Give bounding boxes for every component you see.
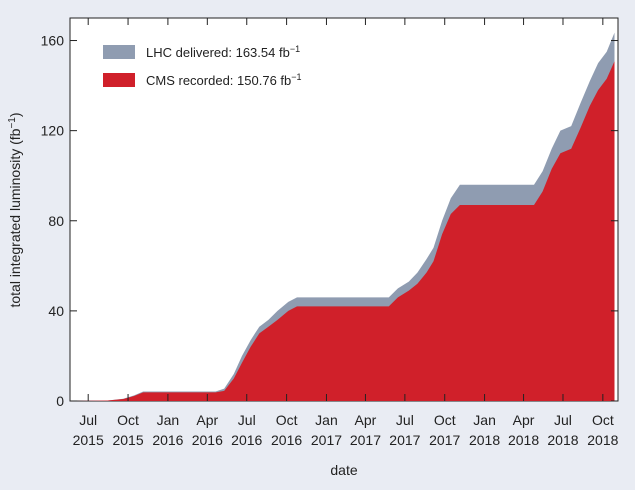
x-tick-label: Jul <box>79 412 97 428</box>
x-tick-label: Jan <box>157 412 180 428</box>
y-tick-label: 40 <box>48 303 64 319</box>
legend-swatch-lhc-delivered <box>103 45 135 59</box>
x-tick-label: 2016 <box>231 432 262 448</box>
x-tick-label: 2018 <box>469 432 500 448</box>
x-tick-label: Jul <box>238 412 256 428</box>
legend: LHC delivered: 163.54 fb−1 CMS recorded:… <box>103 44 302 88</box>
y-tick-label: 80 <box>48 213 64 229</box>
axis-ticks: 0 40 80 120 160 Jul 2015 Oct 2015 Jan 2016 Apr 2016 J… <box>41 18 619 448</box>
y-tick-label: 120 <box>41 123 65 139</box>
x-tick-label: 2018 <box>547 432 578 448</box>
x-tick-label: Apr <box>355 412 377 428</box>
x-tick-label: 2017 <box>311 432 342 448</box>
x-tick-label: 2018 <box>508 432 539 448</box>
x-tick-label: Oct <box>434 412 456 428</box>
data-areas <box>75 32 615 402</box>
legend-label-lhc-delivered: LHC delivered: 163.54 fb−1 <box>146 44 300 60</box>
x-tick-label: 2016 <box>271 432 302 448</box>
x-tick-label: Jan <box>315 412 338 428</box>
legend-label-cms-recorded: CMS recorded: 150.76 fb−1 <box>146 72 302 88</box>
y-tick-label: 0 <box>56 393 64 409</box>
x-tick-label: Jan <box>473 412 496 428</box>
x-tick-label: Jul <box>396 412 414 428</box>
legend-swatch-cms-recorded <box>103 73 135 87</box>
x-tick-label: Oct <box>276 412 298 428</box>
y-axis-label: total integrated luminosity (fb−1) <box>7 112 23 307</box>
x-tick-label: Oct <box>592 412 614 428</box>
x-tick-label: 2015 <box>112 432 143 448</box>
x-tick-label: 2016 <box>152 432 183 448</box>
x-tick-label: 2017 <box>350 432 381 448</box>
x-tick-label: Apr <box>513 412 535 428</box>
x-tick-label: 2017 <box>429 432 460 448</box>
x-tick-label: Apr <box>196 412 218 428</box>
area-cms-recorded <box>75 61 615 402</box>
x-tick-label: 2016 <box>192 432 223 448</box>
x-tick-label: 2015 <box>73 432 104 448</box>
x-tick-label: 2018 <box>587 432 618 448</box>
x-tick-label: Oct <box>117 412 139 428</box>
x-axis-label: date <box>330 462 357 478</box>
x-tick-label: 2017 <box>389 432 420 448</box>
y-tick-label: 160 <box>41 33 65 49</box>
x-tick-label: Jul <box>554 412 572 428</box>
